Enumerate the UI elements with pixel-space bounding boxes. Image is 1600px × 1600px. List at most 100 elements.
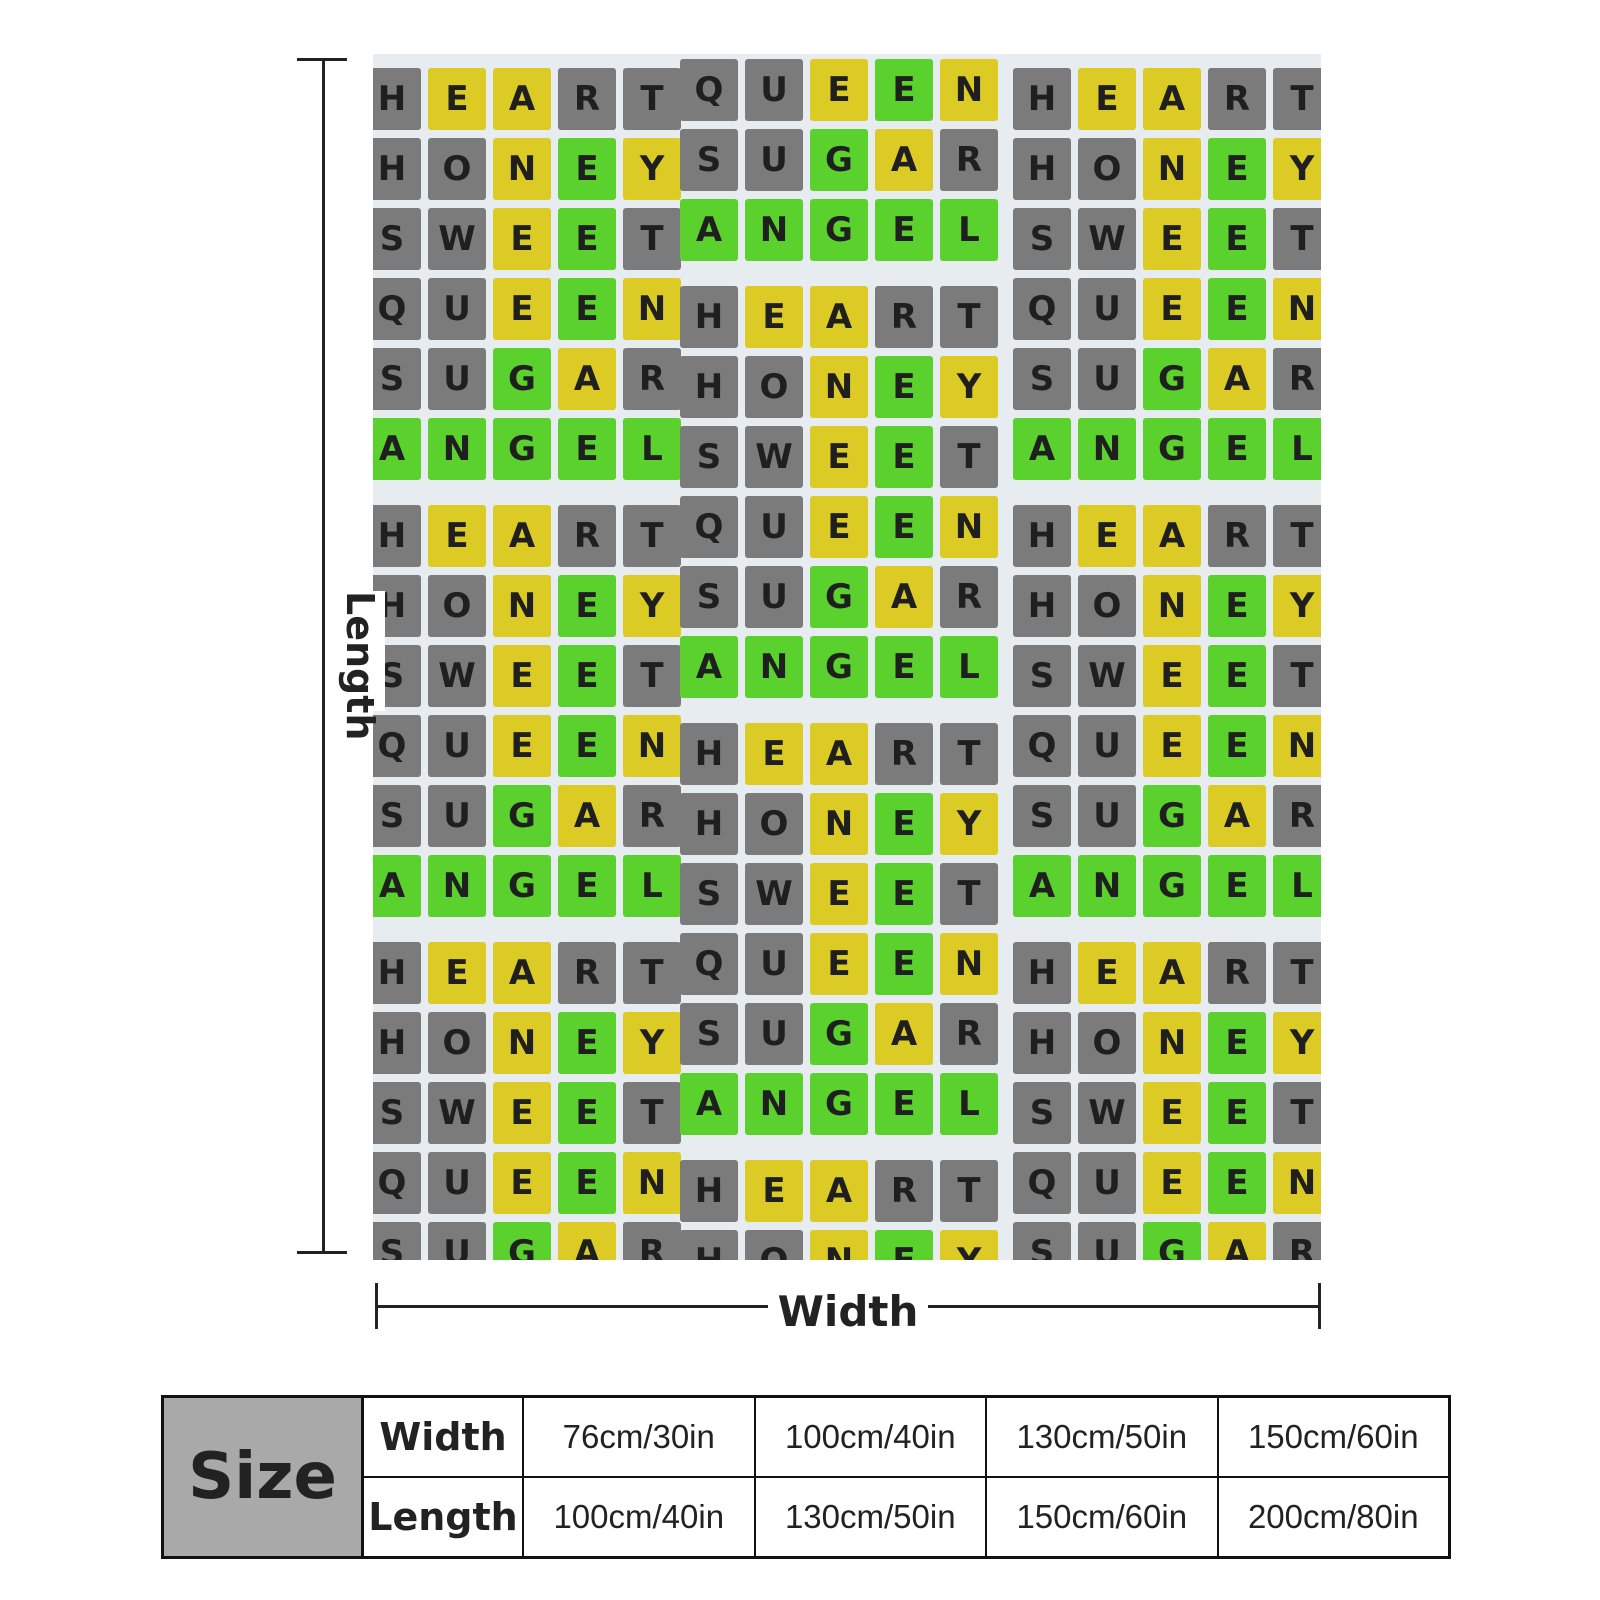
letter-tile: E — [810, 863, 868, 925]
letter-tile: E — [875, 933, 933, 995]
letter-tile: R — [940, 566, 998, 628]
letter-tile: T — [1273, 1082, 1321, 1144]
letter-tile: E — [1078, 942, 1136, 1004]
letter-tile: A — [810, 286, 868, 348]
letter-tile: E — [428, 505, 486, 567]
size-row-label: Width — [379, 1415, 507, 1459]
letter-tile: E — [1208, 855, 1266, 917]
letter-tile: T — [940, 286, 998, 348]
letter-tile: U — [428, 785, 486, 847]
letter-tile: L — [623, 418, 681, 480]
letter-tile: R — [940, 1003, 998, 1065]
letter-tile: G — [1143, 418, 1201, 480]
letter-tile: E — [1208, 138, 1266, 200]
letter-tile: T — [623, 1082, 681, 1144]
letter-tile: R — [1208, 942, 1266, 1004]
letter-tile: E — [493, 278, 551, 340]
letter-tile: E — [1143, 715, 1201, 777]
letter-tile: G — [1143, 1222, 1201, 1260]
width-right-tick — [1318, 1283, 1321, 1329]
letter-tile: R — [940, 129, 998, 191]
letter-tile: E — [875, 1073, 933, 1135]
letter-tile: G — [1143, 785, 1201, 847]
letter-tile: E — [1208, 1012, 1266, 1074]
size-cell: 150cm/60in — [985, 1478, 1217, 1556]
letter-tile: N — [623, 1152, 681, 1214]
letter-tile: R — [875, 723, 933, 785]
letter-tile: N — [745, 1073, 803, 1135]
letter-tile: E — [1208, 1082, 1266, 1144]
letter-tile: H — [680, 793, 738, 855]
letter-tile: S — [680, 863, 738, 925]
letter-tile: Q — [373, 278, 421, 340]
letter-tile: E — [558, 1012, 616, 1074]
letter-tile: T — [623, 942, 681, 1004]
size-grid: Width 76cm/30in 100cm/40in 130cm/50in 15… — [364, 1398, 1448, 1556]
letter-tile: E — [1208, 1152, 1266, 1214]
letter-tile: E — [558, 138, 616, 200]
letter-tile: E — [1208, 645, 1266, 707]
size-cell: 200cm/80in — [1216, 1478, 1449, 1556]
letter-tile: U — [1078, 785, 1136, 847]
letter-tile: H — [1013, 1012, 1071, 1074]
letter-tile: S — [1013, 1082, 1071, 1144]
letter-tile: U — [1078, 348, 1136, 410]
letter-tile: G — [1143, 348, 1201, 410]
letter-tile: O — [745, 1230, 803, 1260]
letter-tile: O — [1078, 1012, 1136, 1074]
letter-tile: N — [940, 59, 998, 121]
letter-tile: S — [1013, 1222, 1071, 1260]
letter-tile: Q — [1013, 278, 1071, 340]
letter-tile: R — [1208, 505, 1266, 567]
letter-tile: E — [1143, 278, 1201, 340]
letter-tile: N — [810, 793, 868, 855]
letter-tile: H — [680, 286, 738, 348]
letter-tile: G — [810, 566, 868, 628]
letter-tile: N — [1078, 855, 1136, 917]
letter-tile: E — [810, 426, 868, 488]
letter-tile: H — [1013, 68, 1071, 130]
letter-tile: E — [558, 208, 616, 270]
letter-tile: H — [373, 68, 421, 130]
letter-tile: E — [875, 636, 933, 698]
letter-tile: O — [428, 575, 486, 637]
letter-tile: G — [1143, 855, 1201, 917]
size-row-width: Width 76cm/30in 100cm/40in 130cm/50in 15… — [364, 1398, 1448, 1476]
letter-tile: T — [940, 723, 998, 785]
letter-tile: Q — [680, 933, 738, 995]
letter-tile: S — [373, 208, 421, 270]
letter-tile: U — [1078, 715, 1136, 777]
letter-tile: N — [1078, 418, 1136, 480]
letter-tile: O — [745, 793, 803, 855]
letter-tile: E — [875, 426, 933, 488]
letter-tile: R — [623, 348, 681, 410]
letter-tile: A — [875, 129, 933, 191]
size-cell: 130cm/50in — [753, 1478, 986, 1556]
letter-tile: N — [493, 138, 551, 200]
letter-tile: Q — [1013, 715, 1071, 777]
letter-tile: E — [428, 68, 486, 130]
letter-tile: E — [1143, 208, 1201, 270]
letter-tile: U — [1078, 278, 1136, 340]
letter-tile: S — [680, 426, 738, 488]
letter-tile: R — [1273, 348, 1321, 410]
letter-tile: N — [940, 496, 998, 558]
letter-tile: R — [875, 1160, 933, 1222]
letter-tile: R — [1273, 785, 1321, 847]
letter-tile: A — [373, 418, 421, 480]
letter-tile: N — [623, 278, 681, 340]
letter-tile: A — [875, 1003, 933, 1065]
letter-tile: R — [1208, 68, 1266, 130]
letter-tile: N — [493, 575, 551, 637]
width-label: Width — [768, 1287, 928, 1337]
letter-tile: R — [623, 1222, 681, 1260]
letter-tile: E — [875, 356, 933, 418]
letter-tile: A — [493, 505, 551, 567]
letter-tile: U — [1078, 1222, 1136, 1260]
letter-tile: U — [745, 566, 803, 628]
letter-tile: U — [428, 715, 486, 777]
length-bottom-tick — [297, 1251, 347, 1254]
letter-tile: A — [493, 68, 551, 130]
letter-tile: L — [1273, 855, 1321, 917]
letter-tile: H — [373, 1012, 421, 1074]
